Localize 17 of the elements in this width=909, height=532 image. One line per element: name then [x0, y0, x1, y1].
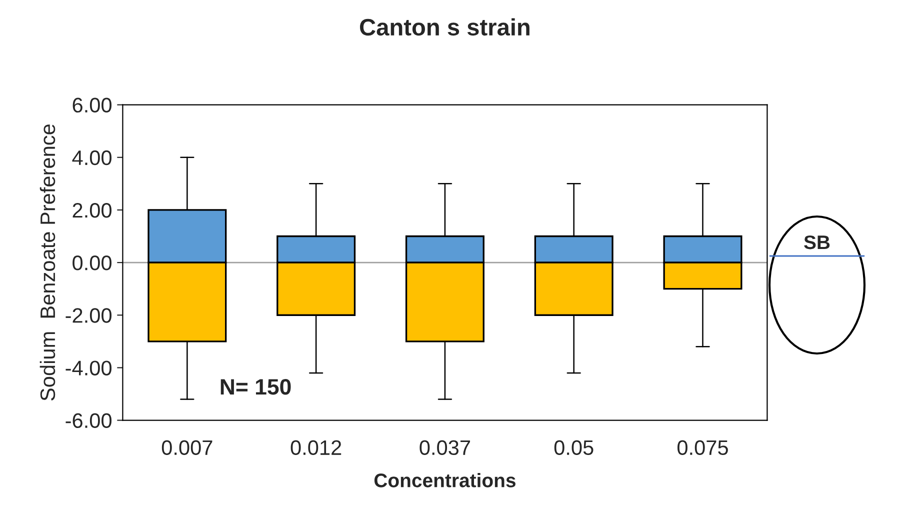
- chart-title: Canton s strain: [360, 18, 530, 36]
- x-tick-label: 0.007: [162, 440, 212, 456]
- y-tick-label: -6.00: [66, 413, 112, 428]
- y-tick-label: 0.00: [72, 256, 112, 270]
- x-axis-title: Concentrations: [374, 473, 516, 488]
- y-tick-label: 4.00: [72, 150, 112, 166]
- y-tick-label: 2.00: [72, 202, 112, 218]
- text: SB: [804, 235, 830, 250]
- x-tick-label: 0.05: [554, 440, 594, 456]
- y-tick-label: -4.00: [66, 360, 112, 376]
- annotation: N= 150: [220, 378, 291, 395]
- x-tick-label: 0.037: [420, 440, 470, 456]
- y-tick-label: -2.00: [66, 308, 112, 323]
- y-tick-label: 6.00: [72, 98, 112, 113]
- x-tick-label: 0.075: [677, 440, 728, 456]
- x-tick-label: 0.012: [290, 440, 342, 456]
- y-axis-title: Sodium Benzoate Preference: [40, 124, 56, 401]
